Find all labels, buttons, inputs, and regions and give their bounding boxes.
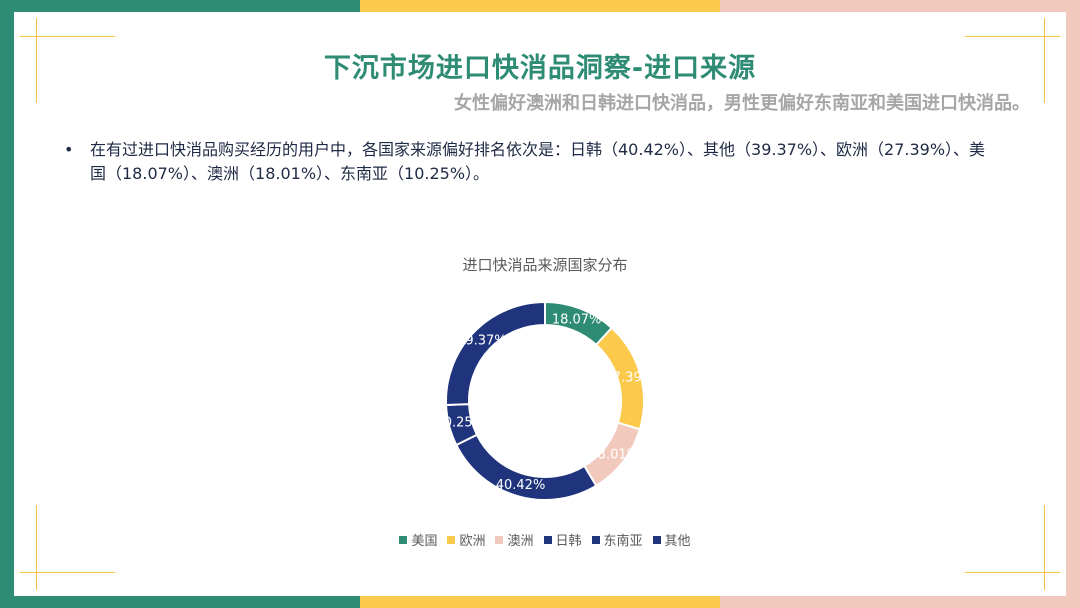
corner-line-br-h (965, 572, 1060, 573)
corner-line-tr-v (1044, 18, 1045, 103)
legend-item-4: 东南亚 (591, 530, 643, 549)
legend-label: 日韩 (555, 534, 582, 549)
legend-swatch-icon (652, 535, 661, 544)
legend-item-1: 欧洲 (447, 530, 485, 549)
right-border (1066, 12, 1080, 596)
legend-label: 美国 (411, 534, 438, 549)
slide-title: 下沉市场进口快消品洞察-进口来源 (323, 53, 757, 84)
top-band-yellow (360, 0, 720, 12)
corner-line-tr-h (965, 36, 1060, 37)
legend-label: 澳洲 (507, 534, 534, 549)
donut-chart: 18.07% 27.39% 18.01% 40.42% 10.25% 39.37% (435, 300, 655, 501)
legend-item-3: 日韩 (543, 530, 582, 549)
legend-label: 其他 (664, 534, 691, 549)
left-border (0, 12, 14, 596)
legend-swatch-icon (543, 535, 552, 544)
legend-item-0: 美国 (399, 530, 437, 549)
corner-line-bl-h (20, 572, 115, 573)
corner-line-tl-h (20, 36, 115, 37)
bottom-band-teal (0, 596, 360, 608)
legend-item-5: 其他 (652, 530, 691, 549)
legend-label: 东南亚 (603, 534, 643, 549)
legend-swatch-icon (591, 535, 600, 544)
legend-swatch-icon (495, 535, 504, 544)
corner-line-bl-v (36, 505, 37, 590)
legend-swatch-icon (399, 535, 408, 544)
slide-subtitle: 女性偏好澳洲和日韩进口快消品，男性更偏好东南亚和美国进口快消品。 (454, 93, 1030, 114)
legend-label: 欧洲 (459, 534, 486, 549)
donut-label-0: 18.07% (552, 312, 602, 327)
bullet-dot-icon: • (64, 140, 74, 159)
corner-line-tl-v (36, 18, 37, 103)
bottom-band-pink (720, 596, 1080, 608)
top-band-teal (0, 0, 360, 12)
top-band-pink (720, 0, 1080, 12)
bullet-text: 在有过进口快消品购买经历的用户中，各国家来源偏好排名依次是：日韩（40.42%）… (90, 140, 986, 183)
donut-label-3: 40.42% (496, 478, 546, 493)
legend-item-2: 澳洲 (495, 530, 534, 549)
chart-title: 进口快消品来源国家分布 (462, 256, 628, 274)
bottom-band-yellow (360, 596, 720, 608)
donut-label-2: 18.01% (589, 448, 639, 463)
donut-label-5: 39.37% (457, 333, 507, 348)
chart-legend: 美国 欧洲 澳洲 日韩 东南亚 其他 (0, 530, 1080, 549)
donut-label-1: 27.39% (605, 371, 655, 386)
donut-label-4: 10.25% (435, 416, 485, 431)
donut-slice-5 (445, 300, 546, 407)
corner-line-br-v (1044, 505, 1045, 590)
legend-swatch-icon (447, 535, 456, 544)
